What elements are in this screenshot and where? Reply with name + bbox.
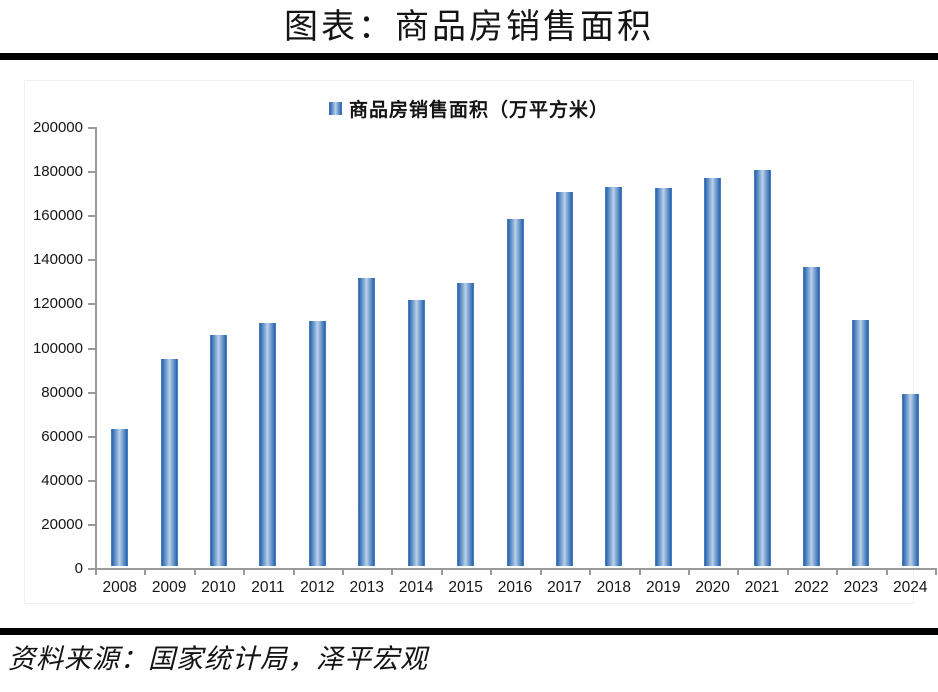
x-axis-label-2017: 2017: [547, 579, 582, 596]
bar-2023: [852, 319, 870, 566]
legend-marker-icon: [328, 102, 342, 115]
y-axis-tick: [88, 435, 95, 438]
y-axis-tick: [88, 171, 95, 174]
x-axis-label-2012: 2012: [300, 579, 335, 596]
x-axis-tick: [935, 570, 937, 575]
bar-2011: [259, 323, 277, 566]
x-axis-tick: [440, 570, 443, 575]
bar-2008: [111, 429, 129, 566]
x-axis-tick: [836, 570, 839, 575]
x-axis-tick: [95, 570, 97, 575]
x-axis-tick: [292, 570, 295, 575]
bar-2024: [901, 394, 919, 566]
y-axis-label: 120000: [32, 295, 83, 313]
x-axis-line: [95, 568, 937, 570]
bar-2021: [753, 170, 771, 566]
source-note: 资料来源：国家统计局，泽平宏观: [8, 644, 428, 675]
x-axis-tick: [243, 570, 246, 575]
x-axis-tick: [737, 570, 740, 575]
x-axis-label-2022: 2022: [794, 579, 829, 596]
y-axis-tick: [88, 347, 95, 350]
x-axis-label-2018: 2018: [596, 579, 632, 596]
x-axis-tick: [539, 570, 542, 575]
bar-2022: [802, 266, 820, 566]
y-axis-line: [95, 127, 97, 570]
x-axis-tick: [490, 570, 493, 575]
x-axis-label-2021: 2021: [744, 579, 780, 596]
x-axis-tick: [391, 570, 394, 575]
bar-2018: [605, 187, 623, 566]
bar-2015: [457, 282, 475, 566]
bar-2009: [160, 359, 178, 566]
x-axis-label-2011: 2011: [251, 579, 285, 596]
y-axis-label: 80000: [41, 383, 83, 401]
x-axis-tick: [193, 570, 196, 575]
chart-card: 商品房销售面积（万平方米） 0 20000 40000 60000 80000 10000…: [24, 80, 937, 604]
y-axis-tick: [88, 568, 95, 570]
y-axis-tick: [88, 127, 95, 129]
bar-2014: [407, 300, 425, 566]
x-axis-tick: [342, 570, 345, 575]
bar-2012: [308, 320, 326, 566]
y-axis-label: 20000: [41, 515, 83, 533]
x-axis-label-2020: 2020: [695, 579, 730, 596]
x-axis-tick: [687, 570, 690, 575]
bar-2010: [210, 334, 228, 566]
y-axis-tick: [88, 215, 95, 218]
y-axis-label: 200000: [32, 119, 83, 136]
y-axis-label: 60000: [41, 427, 83, 445]
x-axis-label-2014: 2014: [398, 579, 434, 596]
x-axis-tick: [589, 570, 592, 575]
x-axis-label-2023: 2023: [843, 579, 879, 596]
y-axis-tick: [88, 479, 95, 482]
y-axis-label: 160000: [32, 207, 83, 225]
bar-2019: [654, 187, 672, 566]
y-axis-label: 140000: [32, 251, 83, 269]
bar-2017: [555, 192, 573, 566]
legend: 商品房销售面积（万平方米）: [25, 95, 913, 122]
y-axis-label: 180000: [32, 163, 83, 181]
x-axis-label-2016: 2016: [497, 579, 533, 596]
x-axis-label-2008: 2008: [102, 579, 137, 596]
top-divider: [0, 53, 938, 60]
x-axis-tick: [638, 570, 641, 575]
y-axis-label: 0: [74, 560, 83, 577]
y-axis-tick: [88, 391, 95, 394]
page-title: 图表：商品房销售面积: [284, 7, 654, 47]
y-axis-tick: [88, 523, 95, 526]
y-axis-tick: [88, 303, 95, 306]
x-axis-tick: [786, 570, 789, 575]
bar-2013: [358, 278, 376, 566]
bottom-divider: [0, 628, 938, 635]
x-axis-label-2013: 2013: [349, 579, 384, 596]
bar-2016: [506, 219, 524, 566]
x-axis-label-2015: 2015: [448, 579, 483, 596]
bar-2020: [704, 177, 722, 566]
y-axis-tick: [88, 259, 95, 262]
x-axis-label-2024: 2024: [893, 579, 928, 596]
legend-label: 商品房销售面积（万平方米）: [348, 99, 609, 121]
x-axis-label-2009: 2009: [151, 579, 187, 596]
y-axis-label: 40000: [41, 471, 83, 489]
x-axis-tick: [144, 570, 147, 575]
plot-area: 0 20000 40000 60000 80000 100000 120000 140000 1…: [33, 119, 937, 596]
x-axis-label-2010: 2010: [201, 579, 236, 596]
x-axis-label-2019: 2019: [645, 579, 681, 596]
y-axis-label: 100000: [32, 339, 83, 357]
x-axis-tick: [885, 570, 888, 575]
